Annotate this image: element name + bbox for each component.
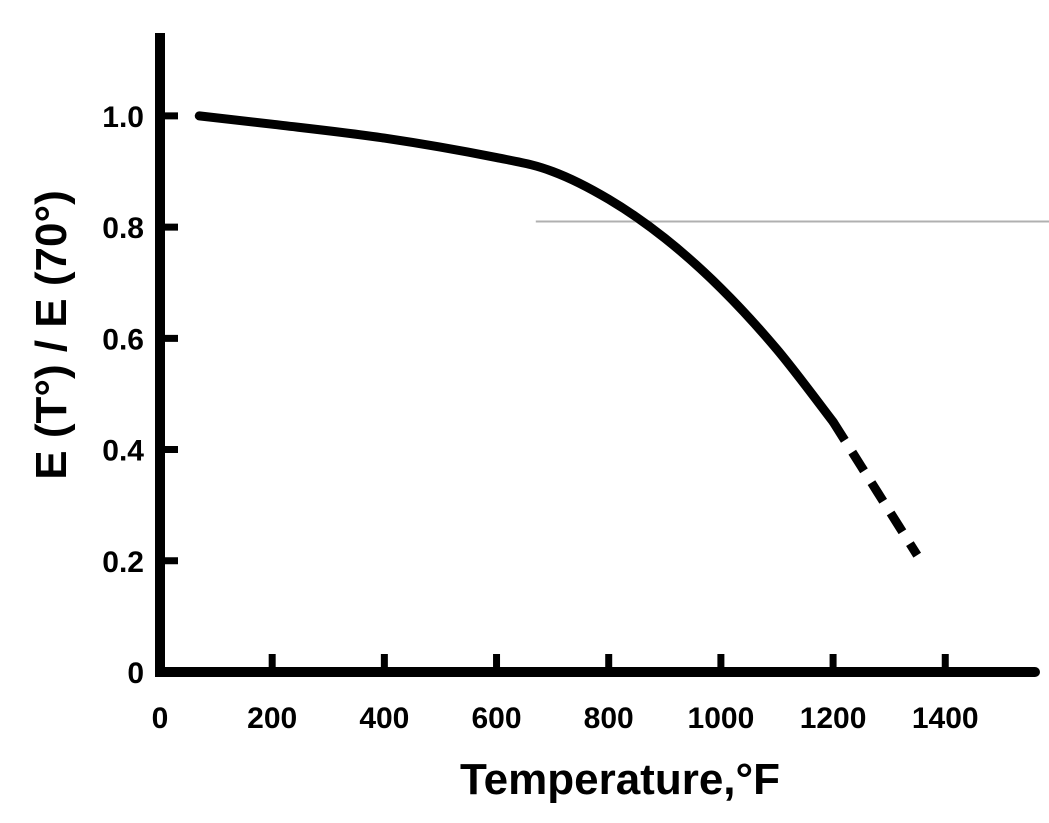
y-tick-label: 0.4 — [102, 435, 144, 468]
x-tick-label: 1000 — [688, 702, 755, 735]
x-tick-label: 1200 — [800, 702, 867, 735]
y-tick-label: 0.2 — [102, 546, 144, 579]
x-tick-label: 200 — [247, 702, 297, 735]
x-tick-label: 600 — [472, 702, 522, 735]
series — [194, 111, 922, 558]
ticks: 0 200 400 600 800 1000 1200 1400 0 0.2 0.4 0.6 0.8 1.… — [102, 101, 978, 735]
x-tick-label: 800 — [584, 702, 634, 735]
series-line-extrapolated — [829, 419, 922, 558]
y-tick-label: 1.0 — [102, 101, 144, 134]
y-tick-label: 0.8 — [102, 212, 144, 245]
x-tick-label: 0 — [152, 702, 169, 735]
y-axis-title: E (T°) / E (70°) — [27, 190, 76, 479]
x-tick-label: 400 — [359, 702, 409, 735]
series-line — [194, 111, 838, 427]
x-axis-title: Temperature,°F — [460, 755, 780, 804]
y-tick-label: 0.6 — [102, 323, 144, 356]
y-tick-label: 0 — [127, 657, 144, 690]
axes — [155, 33, 1040, 677]
x-tick-label: 1400 — [912, 702, 979, 735]
